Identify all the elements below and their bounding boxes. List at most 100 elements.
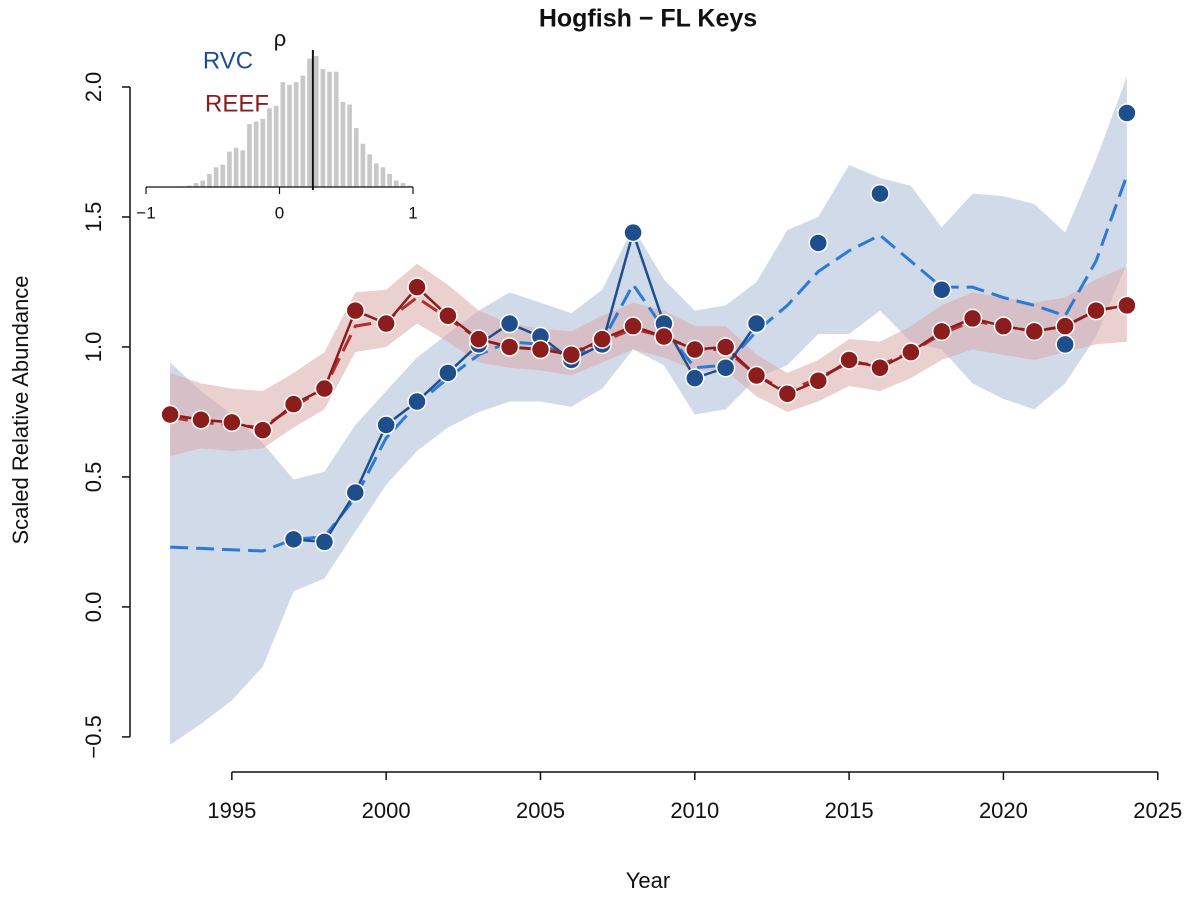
legend-label: REEF — [205, 90, 269, 117]
histogram-bar — [187, 185, 192, 187]
x-tick-label: 2015 — [825, 798, 874, 823]
data-point — [499, 313, 520, 334]
histogram-bar — [407, 185, 412, 187]
histogram-bar — [200, 180, 206, 187]
data-point — [160, 404, 180, 425]
x-tick-label: 2010 — [670, 798, 719, 823]
histogram-bar — [267, 108, 272, 187]
y-tick-label: 1.0 — [81, 332, 106, 363]
histogram-bar — [227, 151, 232, 187]
histogram-bar — [353, 128, 359, 187]
histogram-bar — [300, 75, 306, 187]
histogram-bar — [347, 104, 352, 187]
histogram-bar — [400, 183, 406, 187]
data-point — [808, 371, 828, 391]
data-point — [1055, 316, 1075, 336]
data-point — [870, 358, 890, 378]
data-point — [654, 326, 674, 347]
histogram-bar — [207, 173, 212, 187]
data-point — [438, 363, 458, 383]
data-point — [283, 394, 304, 414]
histogram-bar — [340, 101, 346, 187]
data-point — [839, 350, 859, 370]
data-point — [407, 391, 427, 412]
chart-title: Hogfish − FL Keys — [539, 5, 757, 33]
data-point — [407, 277, 427, 297]
inset-x-tick-label: 0 — [275, 203, 284, 222]
y-tick-label: −0.5 — [81, 715, 106, 758]
confidence-band — [170, 263, 1127, 457]
data-point — [376, 415, 396, 435]
data-point — [561, 345, 582, 365]
x-tick-label: 2000 — [362, 798, 411, 823]
histogram-bar — [253, 121, 259, 187]
histogram-bar — [220, 164, 226, 187]
histogram-bar — [307, 58, 312, 188]
data-point — [345, 482, 366, 503]
data-point — [314, 378, 335, 399]
data-point — [222, 412, 242, 433]
inset-title: ρ — [274, 26, 287, 51]
model-line — [170, 174, 1129, 553]
y-tick-label: 0.0 — [81, 592, 106, 623]
histogram-bar — [373, 163, 379, 187]
data-point — [1024, 321, 1045, 342]
data-point — [962, 308, 983, 329]
data-point — [1117, 295, 1137, 316]
data-point — [438, 306, 458, 326]
histogram-bar — [240, 150, 246, 187]
data-point — [1055, 334, 1075, 355]
data-point — [623, 316, 643, 336]
histogram-bar — [367, 154, 372, 187]
histogram-bar — [313, 56, 319, 187]
data-point — [345, 300, 366, 321]
histogram-bar — [387, 173, 392, 187]
data-point — [376, 313, 396, 334]
data-point — [1117, 103, 1137, 123]
histogram-bar — [260, 118, 266, 187]
data-point — [777, 384, 798, 404]
data-point — [283, 529, 304, 550]
data-point — [623, 222, 643, 243]
histogram-bar — [273, 105, 279, 187]
data-point — [993, 316, 1014, 336]
data-point — [931, 280, 952, 300]
data-point — [746, 365, 767, 386]
histogram-bar — [293, 82, 299, 187]
data-point — [1086, 300, 1106, 321]
y-axis-label: Scaled Relative Abundance — [8, 275, 33, 544]
data-point — [469, 329, 489, 349]
data-point — [592, 329, 612, 349]
histogram-bar — [247, 124, 252, 187]
histogram-bar — [393, 180, 399, 187]
data-point — [746, 313, 767, 334]
data-point — [685, 339, 705, 360]
x-axis-label: Year — [626, 868, 670, 893]
histogram-bar — [213, 167, 219, 187]
data-point — [715, 337, 736, 357]
x-tick-label: 2020 — [979, 798, 1028, 823]
histogram-bar — [327, 71, 332, 187]
y-tick-label: 1.5 — [81, 202, 106, 233]
data-point — [808, 233, 828, 253]
histogram-bar — [333, 71, 339, 187]
data-point — [870, 183, 890, 204]
legend-label: RVC — [203, 47, 253, 74]
inset-x-tick-label: 1 — [408, 203, 417, 222]
data-point — [685, 368, 705, 388]
histogram-bar — [280, 82, 286, 187]
y-tick-label: 0.5 — [81, 462, 106, 493]
data-point — [314, 532, 335, 552]
data-point — [530, 339, 551, 360]
data-point — [715, 358, 736, 378]
x-tick-label: 2005 — [516, 798, 565, 823]
histogram-bar — [320, 69, 326, 187]
data-point — [252, 420, 273, 440]
histogram-bar — [380, 167, 386, 187]
inset-x-tick-label: −1 — [136, 203, 155, 222]
histogram-bar — [360, 143, 366, 187]
x-tick-label: 2025 — [1133, 798, 1182, 823]
x-tick-label: 1995 — [207, 798, 256, 823]
histogram-bar — [193, 183, 199, 187]
